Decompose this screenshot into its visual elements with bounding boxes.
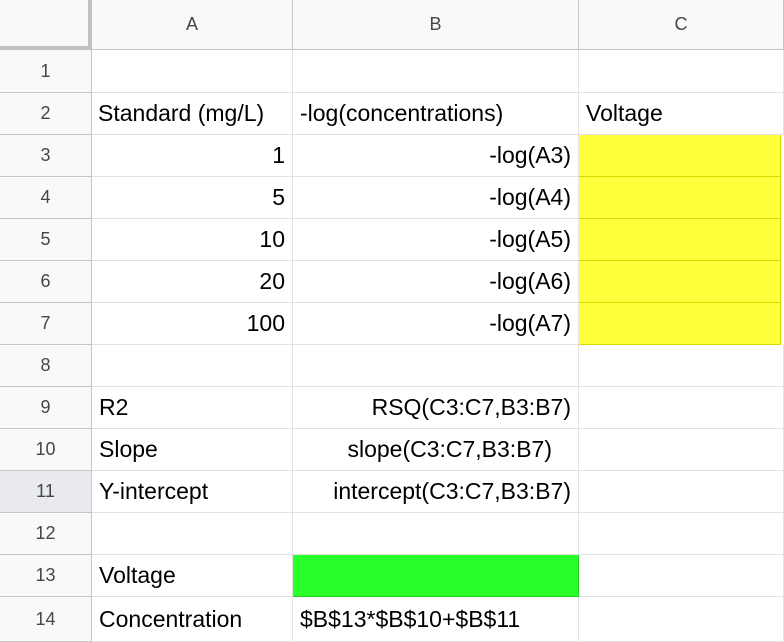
cell-c1[interactable] (579, 50, 784, 93)
row-header-10[interactable]: 10 (0, 429, 92, 471)
cell-a11[interactable]: Y-intercept (92, 471, 293, 513)
cell-a1[interactable] (92, 50, 293, 93)
cell-a13[interactable]: Voltage (92, 555, 293, 597)
cell-c4[interactable] (579, 177, 781, 219)
column-header-c[interactable]: C (579, 0, 784, 50)
cell-c13[interactable] (579, 555, 784, 597)
cell-a7[interactable]: 100 (92, 303, 293, 345)
cell-a5[interactable]: 10 (92, 219, 293, 261)
column-header-b[interactable]: B (293, 0, 579, 50)
cell-b3[interactable]: -log(A3) (293, 135, 579, 177)
cell-a14[interactable]: Concentration (92, 597, 293, 642)
row-header-13[interactable]: 13 (0, 555, 92, 597)
cell-c5[interactable] (579, 219, 781, 261)
cell-a3[interactable]: 1 (92, 135, 293, 177)
cell-b12[interactable] (293, 513, 579, 555)
cell-b5[interactable]: -log(A5) (293, 219, 579, 261)
cell-b8[interactable] (293, 345, 579, 387)
row-header-4[interactable]: 4 (0, 177, 92, 219)
select-all-corner[interactable] (0, 0, 92, 50)
row-header-9[interactable]: 9 (0, 387, 92, 429)
cell-c3[interactable] (579, 135, 781, 177)
cell-c10[interactable] (579, 429, 784, 471)
cell-c8[interactable] (579, 345, 784, 387)
cell-b2[interactable]: -log(concentrations) (293, 93, 579, 135)
cell-b11[interactable]: intercept(C3:C7,B3:B7) (293, 471, 579, 513)
row-header-5[interactable]: 5 (0, 219, 92, 261)
cell-c9[interactable] (579, 387, 784, 429)
cell-c14[interactable] (579, 597, 784, 642)
cell-a8[interactable] (92, 345, 293, 387)
cell-b6[interactable]: -log(A6) (293, 261, 579, 303)
cell-a4[interactable]: 5 (92, 177, 293, 219)
row-header-8[interactable]: 8 (0, 345, 92, 387)
cell-c6[interactable] (579, 261, 781, 303)
cell-b10[interactable]: slope(C3:C7,B3:B7) (293, 429, 579, 471)
cell-b7[interactable]: -log(A7) (293, 303, 579, 345)
row-header-6[interactable]: 6 (0, 261, 92, 303)
cell-a10[interactable]: Slope (92, 429, 293, 471)
cell-c2[interactable]: Voltage (579, 93, 784, 135)
cell-a2[interactable]: Standard (mg/L) (92, 93, 293, 135)
row-header-11[interactable]: 11 (0, 471, 92, 513)
cell-b1[interactable] (293, 50, 579, 93)
row-header-12[interactable]: 12 (0, 513, 92, 555)
cell-b4[interactable]: -log(A4) (293, 177, 579, 219)
row-header-14[interactable]: 14 (0, 597, 92, 642)
cell-b9[interactable]: RSQ(C3:C7,B3:B7) (293, 387, 579, 429)
row-header-3[interactable]: 3 (0, 135, 92, 177)
row-header-2[interactable]: 2 (0, 93, 92, 135)
cell-a9[interactable]: R2 (92, 387, 293, 429)
cell-a12[interactable] (92, 513, 293, 555)
row-header-7[interactable]: 7 (0, 303, 92, 345)
cell-c12[interactable] (579, 513, 784, 555)
cell-a6[interactable]: 20 (92, 261, 293, 303)
cell-c7[interactable] (579, 303, 781, 345)
cell-b13[interactable] (293, 555, 579, 597)
column-header-a[interactable]: A (92, 0, 293, 50)
cell-b14[interactable]: $B$13*$B$10+$B$11 (293, 597, 579, 642)
cell-c11[interactable] (579, 471, 784, 513)
row-header-1[interactable]: 1 (0, 50, 92, 93)
